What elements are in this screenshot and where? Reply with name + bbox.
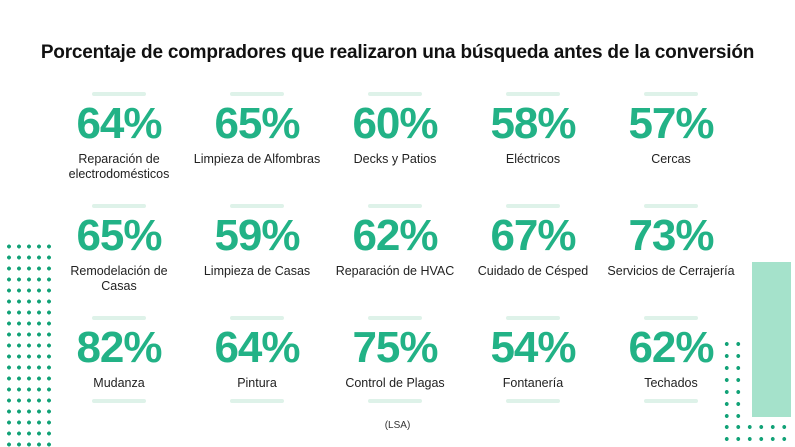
stat-label: Control de Plagas <box>345 375 445 390</box>
stat-cell-techados: 62% Techados <box>602 312 740 424</box>
stat-value: 60% <box>352 99 438 148</box>
dash-decoration <box>92 316 146 320</box>
dash-decoration <box>644 316 698 320</box>
stat-value: 64% <box>214 323 300 372</box>
stat-label: Reparación de electrodomésticos <box>68 151 170 181</box>
dash-decoration <box>506 92 560 96</box>
stat-cell-decks-patios: 60% Decks y Patios <box>326 88 464 200</box>
dash-decoration <box>230 316 284 320</box>
stat-cell-cuidado-cesped: 67% Cuidado de Césped <box>464 200 602 312</box>
stat-cell-remodelacion-casas: 65% Remodelación de Casas <box>50 200 188 312</box>
stat-label: Servicios de Cerrajería <box>607 263 735 278</box>
dash-decoration <box>368 204 422 208</box>
stat-label: Decks y Patios <box>353 151 437 166</box>
stat-label: Cuidado de Césped <box>477 263 589 278</box>
stat-value: 57% <box>628 99 714 148</box>
stat-value: 59% <box>214 211 300 260</box>
stat-cell-pintura: 64% Pintura <box>188 312 326 424</box>
dash-decoration <box>644 398 698 403</box>
stat-label: Reparación de HVAC <box>335 263 455 278</box>
stat-value: 58% <box>490 99 576 148</box>
stat-label: Pintura <box>237 375 277 390</box>
dash-decoration <box>230 92 284 96</box>
stat-cell-reparacion-hvac: 62% Reparación de HVAC <box>326 200 464 312</box>
dash-decoration <box>506 316 560 320</box>
stat-label: Limpieza de Alfombras <box>193 151 321 166</box>
dash-decoration <box>92 92 146 96</box>
dash-decoration <box>230 398 284 403</box>
stat-value: 75% <box>352 323 438 372</box>
stat-value: 62% <box>352 211 438 260</box>
dash-decoration <box>92 204 146 208</box>
stat-cell-limpieza-alfombras: 65% Limpieza de Alfombras <box>188 88 326 200</box>
dash-decoration <box>506 398 560 403</box>
dot-grid-left-decoration <box>4 241 55 447</box>
stat-label: Limpieza de Casas <box>203 263 311 278</box>
stat-value: 64% <box>76 99 162 148</box>
stat-label: Fontanería <box>502 375 564 390</box>
stat-value: 65% <box>214 99 300 148</box>
mint-bar-decoration <box>752 262 791 417</box>
dash-decoration <box>368 398 422 403</box>
stat-value: 65% <box>76 211 162 260</box>
stat-cell-mudanza: 82% Mudanza <box>50 312 188 424</box>
stat-cell-electricos: 58% Eléctricos <box>464 88 602 200</box>
page-title: Porcentaje de compradores que realizaron… <box>40 42 755 63</box>
stat-label: Techados <box>644 375 698 390</box>
stat-cell-reparacion-electrodomesticos: 64% Reparación de electrodomésticos <box>50 88 188 200</box>
dash-decoration <box>644 204 698 208</box>
dash-decoration <box>368 316 422 320</box>
stat-label: Mudanza <box>93 375 145 390</box>
dash-decoration <box>506 204 560 208</box>
dash-decoration <box>92 398 146 403</box>
stat-value: 62% <box>628 323 714 372</box>
stat-cell-servicios-cerrajeria: 73% Servicios de Cerrajería <box>602 200 740 312</box>
stat-value: 54% <box>490 323 576 372</box>
stat-label: Remodelación de Casas <box>70 263 168 293</box>
stat-cell-fontaneria: 54% Fontanería <box>464 312 602 424</box>
stat-cell-limpieza-casas: 59% Limpieza de Casas <box>188 200 326 312</box>
stat-value: 73% <box>628 211 714 260</box>
dash-decoration <box>368 92 422 96</box>
dot-grid-right-bottom-decoration <box>721 421 791 445</box>
dash-decoration <box>230 204 284 208</box>
stat-value: 82% <box>76 323 162 372</box>
source-note: (LSA) <box>384 420 411 431</box>
stat-cell-cercas: 57% Cercas <box>602 88 740 200</box>
stat-cell-control-plagas: 75% Control de Plagas <box>326 312 464 424</box>
dot-grid-right-strip-decoration <box>721 338 744 421</box>
stat-label: Eléctricos <box>505 151 561 166</box>
stat-label: Cercas <box>651 151 691 166</box>
dash-decoration <box>644 92 698 96</box>
stat-value: 67% <box>490 211 576 260</box>
stats-grid: 64% Reparación de electrodomésticos 65% … <box>50 88 740 424</box>
